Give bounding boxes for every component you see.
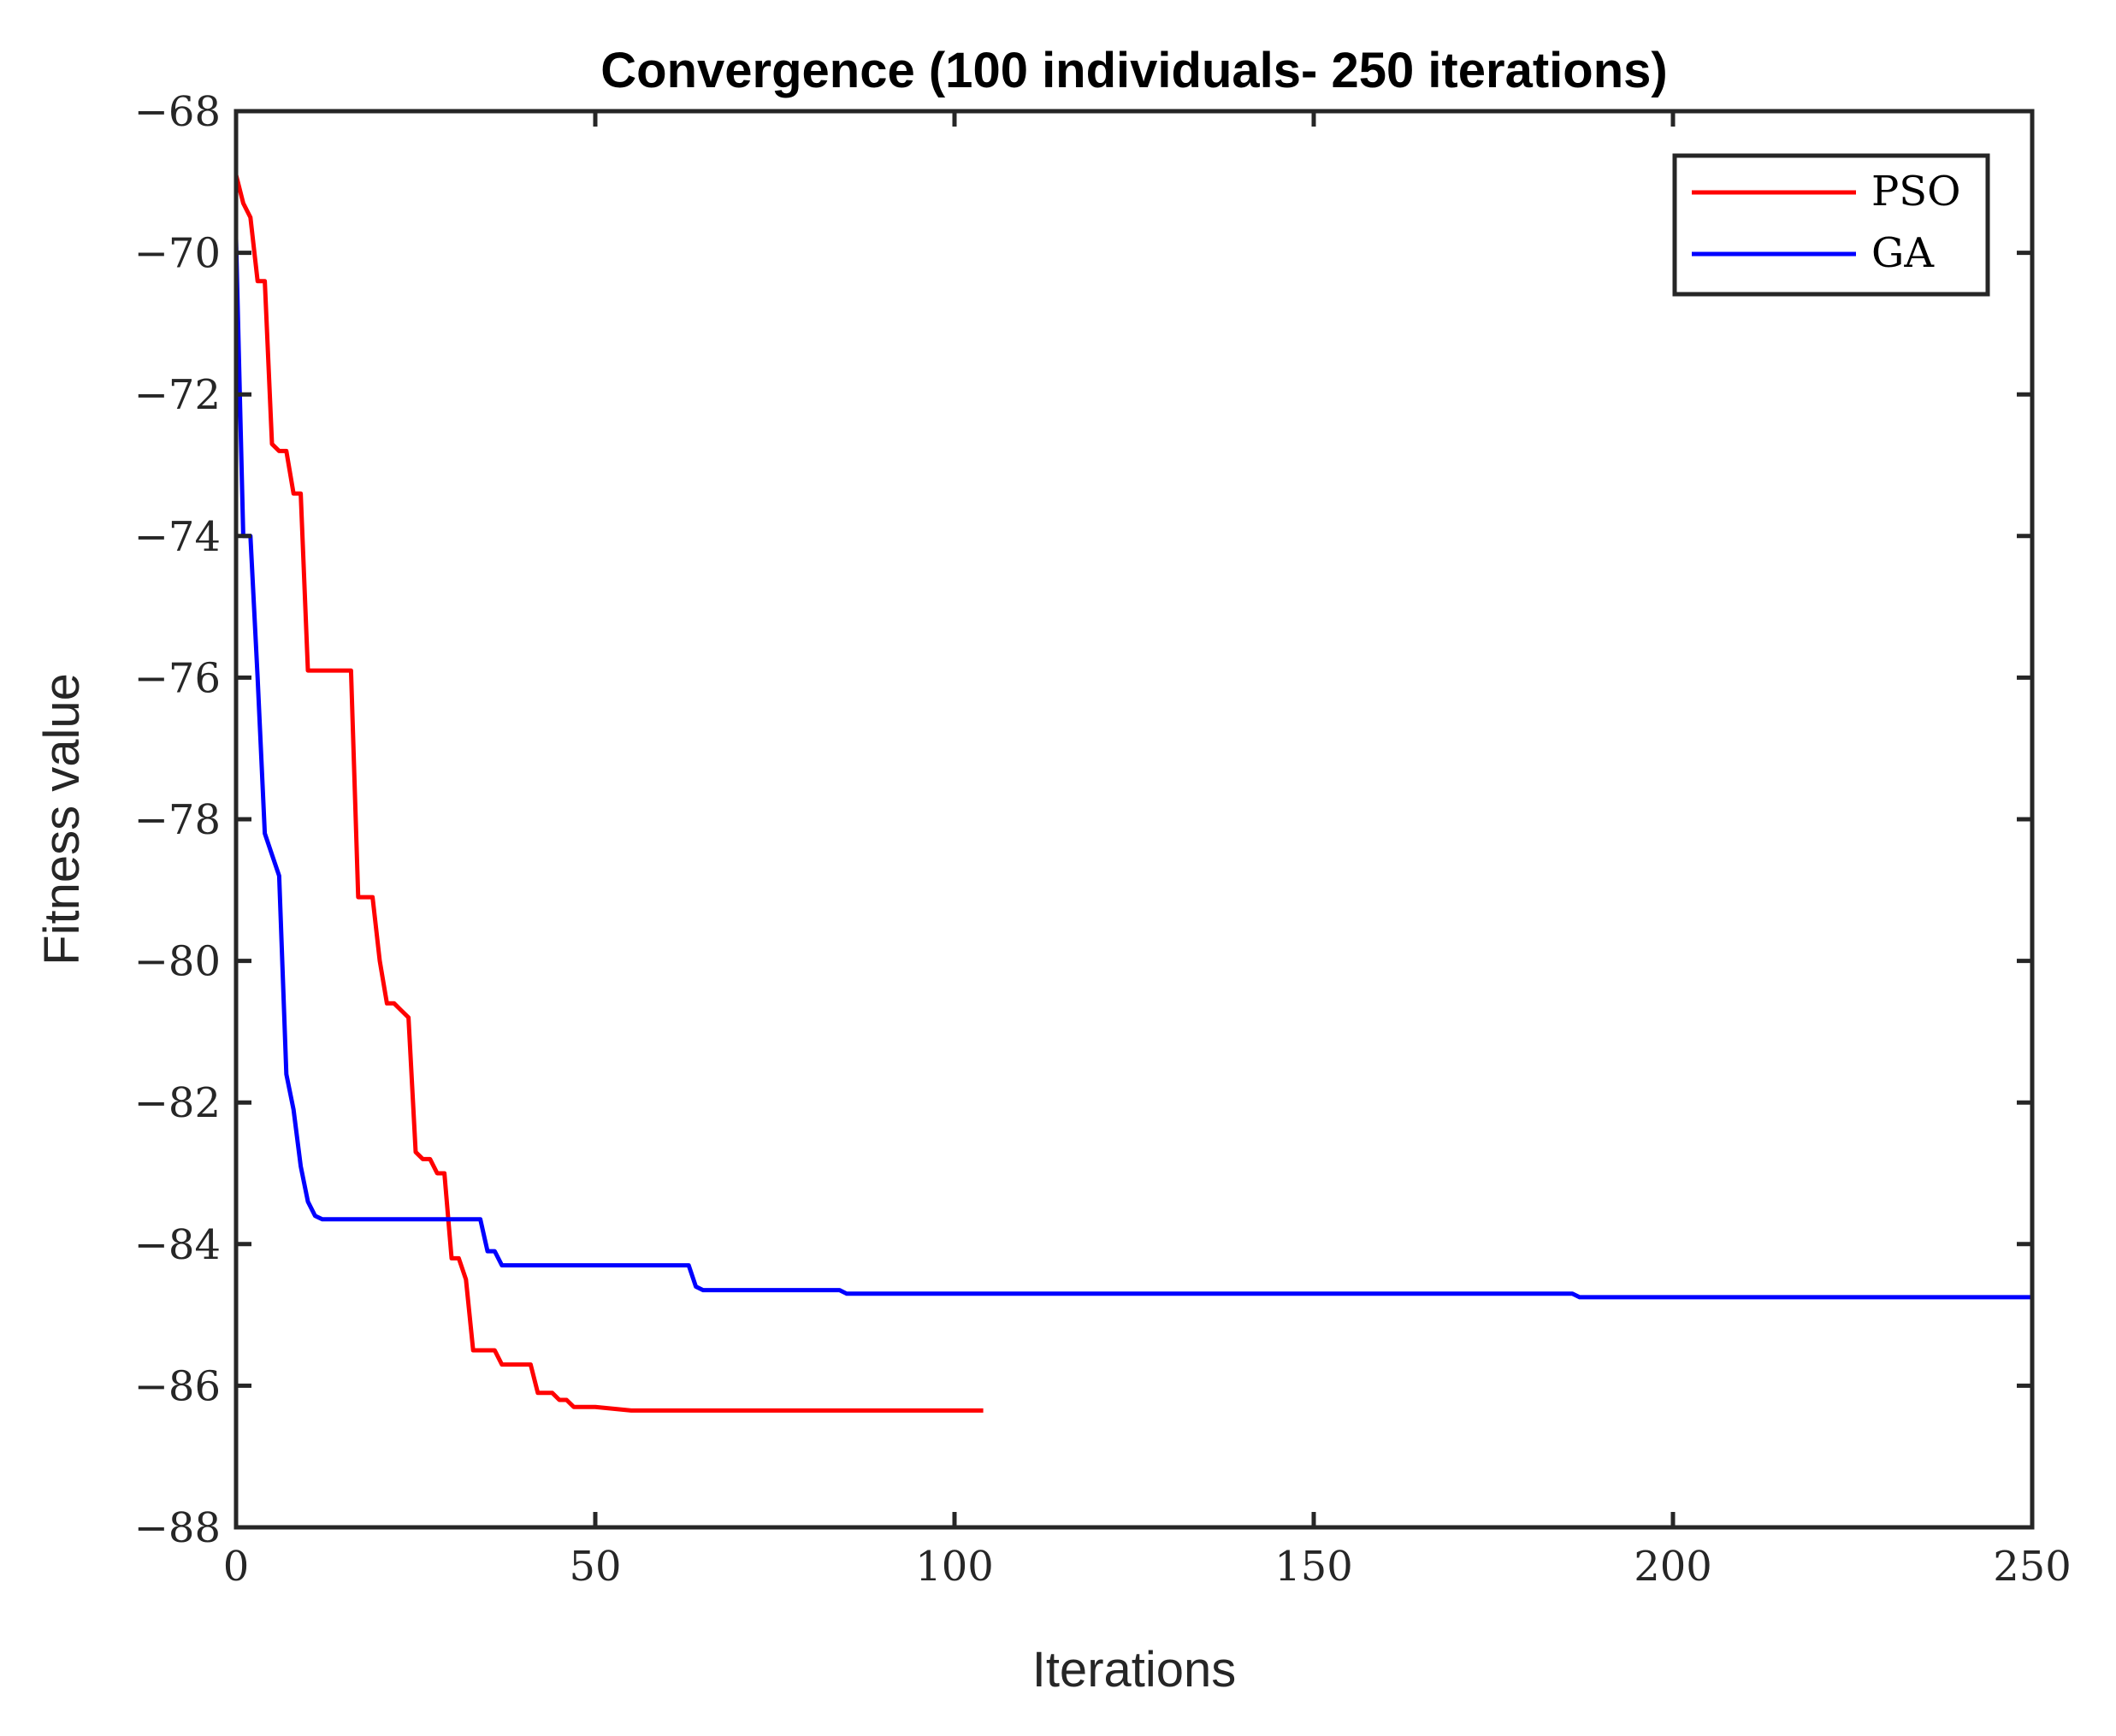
y-tick-label: −86 xyxy=(134,1362,221,1410)
x-tick-label: 50 xyxy=(569,1543,621,1591)
y-axis-label: Fitness value xyxy=(34,673,90,965)
axis-ticks: 0 50 100 150 200 250 −88 −86 −84 −82 −80 −78 −76 −74 −… xyxy=(134,88,2072,1591)
plot-frame xyxy=(233,109,2035,1530)
y-tick-label: −80 xyxy=(134,938,221,986)
y-tick-label: −88 xyxy=(134,1504,221,1552)
y-tick-label: −70 xyxy=(134,230,221,278)
y-tick-label: −82 xyxy=(134,1079,221,1127)
series-layer xyxy=(236,174,2032,1413)
x-tick-label: 150 xyxy=(1274,1543,1353,1591)
y-tick-label: −76 xyxy=(134,654,221,702)
series-line-pso xyxy=(236,174,984,1413)
y-tick-label: −84 xyxy=(134,1221,221,1269)
legend-label-pso: PSO xyxy=(1871,168,1961,216)
series-line-ga xyxy=(236,238,2032,1300)
x-tick-label: 250 xyxy=(1993,1543,2072,1591)
legend-label-ga: GA xyxy=(1871,229,1935,277)
legend-box xyxy=(1672,153,1990,297)
x-tick-label: 200 xyxy=(1634,1543,1712,1591)
y-tick-label: −74 xyxy=(134,513,221,561)
x-tick-label: 0 xyxy=(223,1543,250,1591)
y-tick-label: −72 xyxy=(134,371,221,419)
y-tick-label: −68 xyxy=(134,88,221,136)
x-axis-label: Iterations xyxy=(1032,1642,1237,1698)
x-tick-label: 100 xyxy=(915,1543,994,1591)
chart-title: Convergence (100 individuals- 250 iterat… xyxy=(600,43,1667,98)
y-tick-label: −78 xyxy=(134,796,221,844)
legend: PSO GA xyxy=(1672,153,1990,297)
